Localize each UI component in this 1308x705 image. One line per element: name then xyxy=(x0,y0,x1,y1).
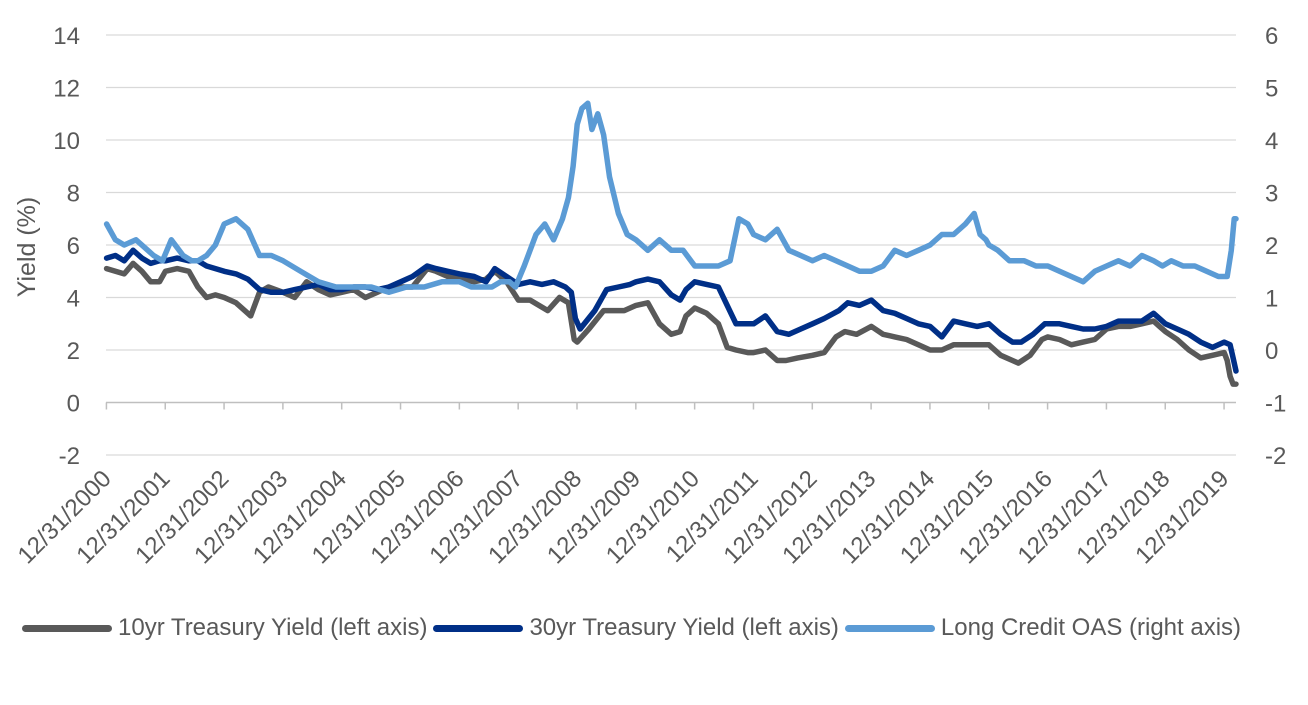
y2-tick-label: 6 xyxy=(1265,23,1278,50)
legend-item: 30yr Treasury Yield (left axis) xyxy=(427,614,839,642)
y2-tick-label: 4 xyxy=(1265,128,1278,155)
gridlines xyxy=(106,34,1236,456)
legend-label: 30yr Treasury Yield (left axis) xyxy=(529,614,839,641)
legend-swatch xyxy=(844,624,935,632)
x-axis xyxy=(105,401,1236,410)
x-axis-tick-labels: 12/31/200012/31/200112/31/200212/31/2003… xyxy=(13,465,1235,569)
y-tick-label: 0 xyxy=(67,391,80,418)
y-tick-label: 14 xyxy=(53,23,80,50)
y2-tick-label: 0 xyxy=(1265,338,1278,365)
y-axis-title: Yield (%) xyxy=(13,197,41,298)
y2-tick-label: 2 xyxy=(1265,233,1278,260)
y2-tick-label: 5 xyxy=(1265,76,1278,103)
y-tick-label: 2 xyxy=(67,338,80,365)
legend-label: Long Credit OAS (right axis) xyxy=(940,614,1242,641)
legend-swatch xyxy=(433,624,524,632)
y2-tick-label: -2 xyxy=(1265,443,1286,470)
legend-swatch xyxy=(22,624,112,632)
y-tick-label: 12 xyxy=(53,76,80,103)
legend-item: Long Credit OAS (right axis) xyxy=(839,614,1241,642)
y-tick-label: -2 xyxy=(59,443,80,470)
left-y-axis: 14 12 10 8 6 4 2 0 -2 xyxy=(53,23,80,470)
y2-tick-label: 3 xyxy=(1265,181,1278,208)
series-line-3 xyxy=(103,100,1239,296)
series-line-1 xyxy=(103,260,1239,387)
y2-tick-label: 1 xyxy=(1265,286,1278,313)
y2-tick-label: -1 xyxy=(1265,391,1286,418)
y-tick-label: 6 xyxy=(67,233,80,260)
legend: 10yr Treasury Yield (left axis) 30yr Trea… xyxy=(22,614,1241,642)
y-tick-label: 10 xyxy=(53,128,80,155)
y-tick-label: 8 xyxy=(67,181,80,208)
right-y-axis: 6 5 4 3 2 1 0 -1 -2 xyxy=(1265,23,1286,470)
legend-label: 10yr Treasury Yield (left axis) xyxy=(118,614,428,641)
y-tick-label: 4 xyxy=(67,286,80,313)
series-lines xyxy=(103,100,1239,387)
series-line-2 xyxy=(103,247,1239,374)
legend-item: 10yr Treasury Yield (left axis) xyxy=(22,614,427,642)
